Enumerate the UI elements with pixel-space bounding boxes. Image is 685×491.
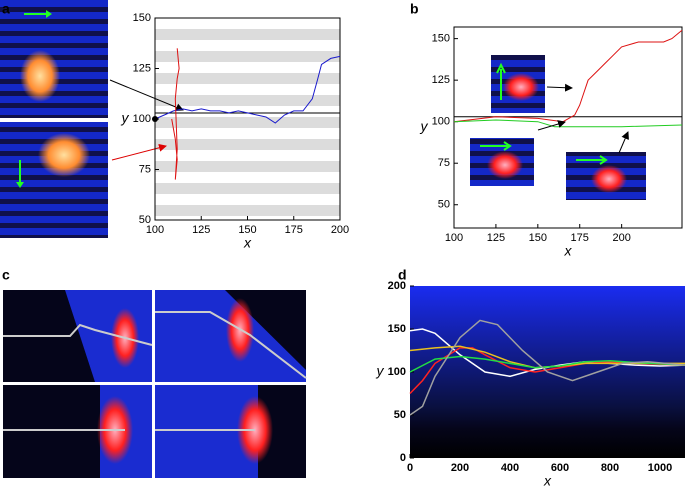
x-tick-label: 150 [529, 232, 547, 244]
y-tick-label: 100 [432, 116, 450, 128]
x-tick-label: 100 [445, 232, 463, 244]
arrow [537, 120, 566, 131]
x-axis-label: x [543, 473, 552, 486]
y-axis-label: y [376, 363, 385, 379]
series-line [409, 319, 685, 416]
plot-frame [453, 26, 683, 229]
blob [591, 165, 627, 193]
x-tick-label: 1000 [648, 462, 672, 474]
blob [503, 73, 539, 101]
series-line [453, 29, 683, 123]
arrow [109, 79, 184, 112]
y-tick-label: 125 [133, 62, 151, 74]
panel-label: c [2, 267, 10, 283]
stripe-background [155, 18, 340, 220]
arrow-icon [480, 141, 512, 151]
y-tick-label: 150 [432, 33, 450, 45]
x-tick-label: 150 [238, 224, 256, 236]
x-tick-label: 400 [501, 462, 519, 474]
x-tick-label: 800 [601, 462, 619, 474]
y-tick-label: 50 [139, 214, 151, 226]
start-point [152, 116, 158, 122]
insets-b [470, 55, 646, 200]
y-tick-label: 50 [438, 199, 450, 211]
x-tick-label: 125 [192, 224, 210, 236]
series-line [409, 347, 685, 395]
y-tick-label: 0 [400, 452, 406, 464]
panel-label: a [2, 1, 10, 17]
y-axis-label: y [121, 110, 130, 126]
x-axis-label: x [564, 243, 573, 259]
arrow-icon [576, 155, 608, 165]
arrow [546, 83, 573, 92]
y-tick-label: 150 [388, 323, 406, 335]
series-line [453, 119, 683, 128]
x-axis-label: x [243, 235, 252, 251]
x-tick-label: 200 [331, 224, 349, 236]
x-tick-label: 175 [571, 232, 589, 244]
series-line [154, 55, 341, 124]
blob [487, 151, 523, 179]
series-line [409, 328, 685, 378]
y-tick-label: 75 [438, 157, 450, 169]
x-tick-label: 0 [407, 462, 413, 474]
y-tick-label: 100 [388, 366, 406, 378]
x-tick-label: 100 [146, 224, 164, 236]
arrow-icon [496, 62, 506, 100]
x-tick-label: 125 [487, 232, 505, 244]
y-tick-label: 150 [133, 12, 151, 24]
y-tick-label: 75 [139, 163, 151, 175]
panel-label: d [398, 267, 407, 283]
image-c [3, 290, 307, 478]
x-tick-label: 200 [612, 232, 630, 244]
arrow [111, 143, 167, 161]
y-tick-label: 125 [432, 74, 450, 86]
panel-label: b [410, 1, 419, 17]
y-tick-label: 200 [388, 280, 406, 292]
x-tick-label: 175 [285, 224, 303, 236]
x-tick-label: 200 [451, 462, 469, 474]
y-tick-label: 50 [394, 409, 406, 421]
arrow [618, 131, 629, 154]
y-axis-label: y [420, 118, 429, 134]
series-line [409, 355, 685, 373]
x-tick-label: 600 [551, 462, 569, 474]
series-line [171, 48, 180, 180]
y-tick-label: 100 [133, 113, 151, 125]
image-a [0, 0, 108, 238]
